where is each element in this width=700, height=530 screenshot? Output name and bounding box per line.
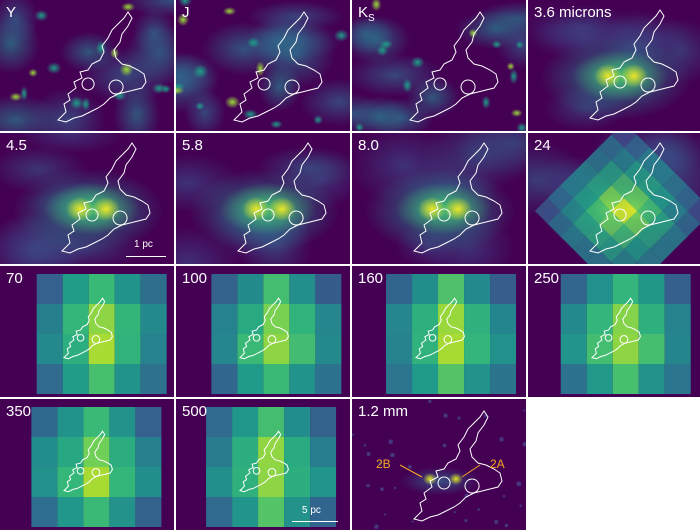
annotation-leader	[399, 464, 423, 478]
scale-bar	[292, 521, 338, 522]
image-panel: 250	[528, 266, 700, 397]
panel-image	[528, 133, 700, 264]
source-annotation: 2B	[376, 457, 391, 471]
panel-label: 500	[182, 403, 208, 420]
image-panel: 1.2 mm 2B 2A	[352, 399, 526, 530]
cloud-contour	[239, 430, 289, 493]
panel-label: 8.0	[358, 137, 379, 154]
panel-label: 24	[534, 137, 551, 154]
cloud-contour	[57, 11, 147, 123]
cloud-contour	[63, 430, 113, 493]
image-panel: 70	[0, 266, 174, 397]
panel-image	[0, 133, 174, 264]
image-panel: 4.5 1 pc	[0, 133, 174, 264]
cloud-contour	[239, 297, 289, 360]
panel-image	[352, 266, 526, 397]
panel-label: 160	[358, 270, 384, 287]
panel-image	[352, 399, 526, 530]
panel-label: 4.5	[6, 137, 27, 154]
panel-label: 3.6 microns	[534, 4, 612, 21]
image-panel: 5.8	[176, 133, 350, 264]
panel-label: 350	[6, 403, 32, 420]
image-panel: J	[176, 0, 350, 131]
cloud-contour	[415, 297, 465, 360]
panel-image	[0, 399, 174, 530]
panel-image	[352, 133, 526, 264]
panel-label: KS	[358, 4, 375, 24]
panel-image	[176, 266, 350, 397]
panel-image	[176, 0, 350, 131]
panel-image	[176, 133, 350, 264]
image-panel: KS	[352, 0, 526, 131]
image-panel: 24	[528, 133, 700, 264]
panel-label: 70	[6, 270, 23, 287]
cloud-contour	[233, 11, 323, 123]
image-panel: 3.6 microns	[528, 0, 700, 131]
cloud-contour	[589, 142, 679, 254]
cloud-contour	[409, 11, 499, 123]
cloud-contour	[591, 297, 641, 360]
panel-image	[176, 399, 350, 530]
scale-bar-label: 5 pc	[302, 505, 321, 516]
panel-label: Y	[6, 4, 17, 21]
image-panel: 500 5 pc	[176, 399, 350, 530]
panel-label: 100	[182, 270, 208, 287]
cloud-contour	[413, 410, 503, 522]
panel-label: 250	[534, 270, 560, 287]
panel-image	[0, 0, 174, 131]
panel-label: 1.2 mm	[358, 403, 409, 420]
panel-image	[528, 266, 700, 397]
image-panel: 100	[176, 266, 350, 397]
image-panel: 8.0	[352, 133, 526, 264]
annotation-leader	[461, 464, 481, 478]
panel-label: 5.8	[182, 137, 203, 154]
cloud-contour	[237, 142, 327, 254]
image-panel: Y	[0, 0, 174, 131]
panel-label: J	[182, 4, 190, 21]
cloud-contour	[413, 142, 503, 254]
panel-image	[352, 0, 526, 131]
image-panel: 350	[0, 399, 174, 530]
panel-image	[0, 266, 174, 397]
scale-bar	[126, 256, 166, 257]
scale-bar-label: 1 pc	[134, 239, 153, 250]
source-annotation: 2A	[490, 457, 505, 471]
panel-image	[528, 0, 700, 131]
cloud-contour	[589, 9, 679, 121]
image-panel: 160	[352, 266, 526, 397]
cloud-contour	[61, 142, 151, 254]
cloud-contour	[63, 297, 113, 360]
